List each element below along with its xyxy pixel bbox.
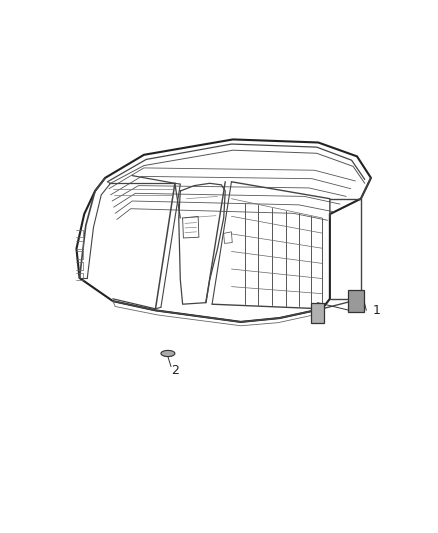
Bar (348, 289, 364, 312)
Bar (311, 303, 325, 322)
Text: 2: 2 (171, 364, 179, 377)
Text: 1: 1 (372, 304, 380, 317)
Ellipse shape (161, 350, 175, 357)
